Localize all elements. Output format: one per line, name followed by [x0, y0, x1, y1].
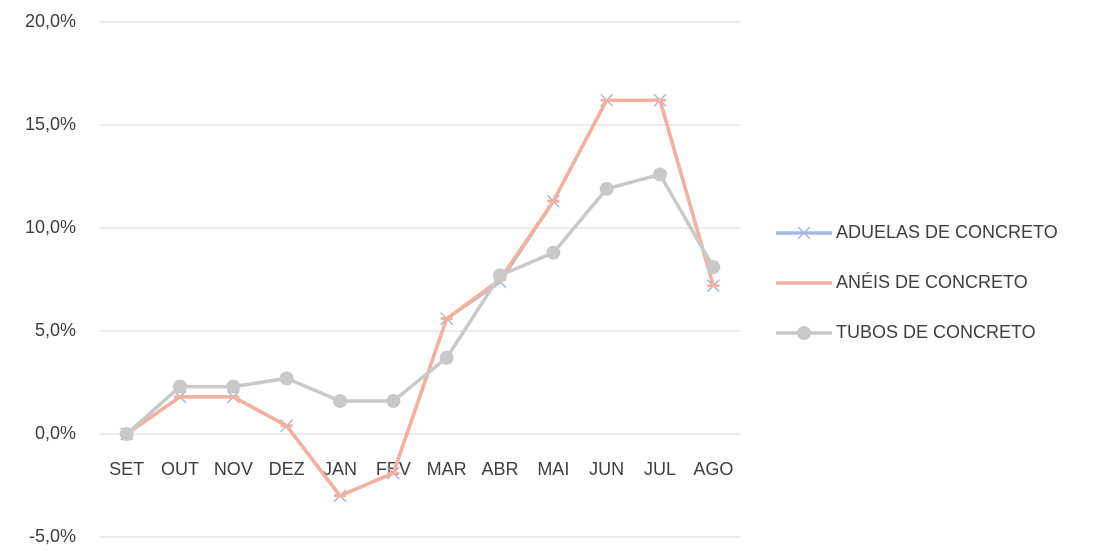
marker — [706, 260, 721, 275]
x-tick-label: MAR — [427, 459, 467, 479]
marker — [546, 245, 561, 260]
x-tick-label: NOV — [214, 459, 253, 479]
series-line — [125, 98, 716, 498]
legend-marker — [797, 326, 811, 340]
x-tick-label: SET — [109, 459, 144, 479]
marker — [226, 379, 241, 394]
y-tick-label: 15,0% — [25, 114, 76, 134]
x-tick-label: JUL — [644, 459, 676, 479]
x-tick-label: JUN — [589, 459, 624, 479]
series-line — [125, 98, 716, 498]
series-line — [125, 172, 715, 436]
y-tick-label: 5,0% — [35, 320, 76, 340]
x-tick-label: DEZ — [269, 459, 305, 479]
marker — [653, 167, 667, 182]
x-tick-label: OUT — [161, 459, 199, 479]
marker — [279, 371, 294, 386]
marker — [333, 394, 347, 409]
marker — [599, 181, 614, 196]
legend-label: ANÉIS DE CONCRETO — [836, 272, 1028, 292]
marker — [173, 379, 187, 394]
marker — [439, 350, 454, 365]
y-tick-label: -5,0% — [29, 526, 76, 546]
y-tick-label: 0,0% — [35, 423, 76, 443]
marker — [386, 394, 401, 409]
legend-marker — [797, 226, 811, 240]
y-tick-label: 20,0% — [25, 11, 76, 31]
marker — [119, 427, 134, 441]
x-tick-label: ABR — [481, 459, 518, 479]
x-tick-label: JAN — [323, 459, 357, 479]
x-tick-label: MAI — [537, 459, 569, 479]
legend-label: TUBOS DE CONCRETO — [836, 322, 1036, 342]
y-tick-label: 10,0% — [25, 217, 76, 237]
marker — [493, 268, 507, 283]
legend-label: ADUELAS DE CONCRETO — [836, 222, 1058, 242]
x-tick-label: AGO — [693, 459, 733, 479]
